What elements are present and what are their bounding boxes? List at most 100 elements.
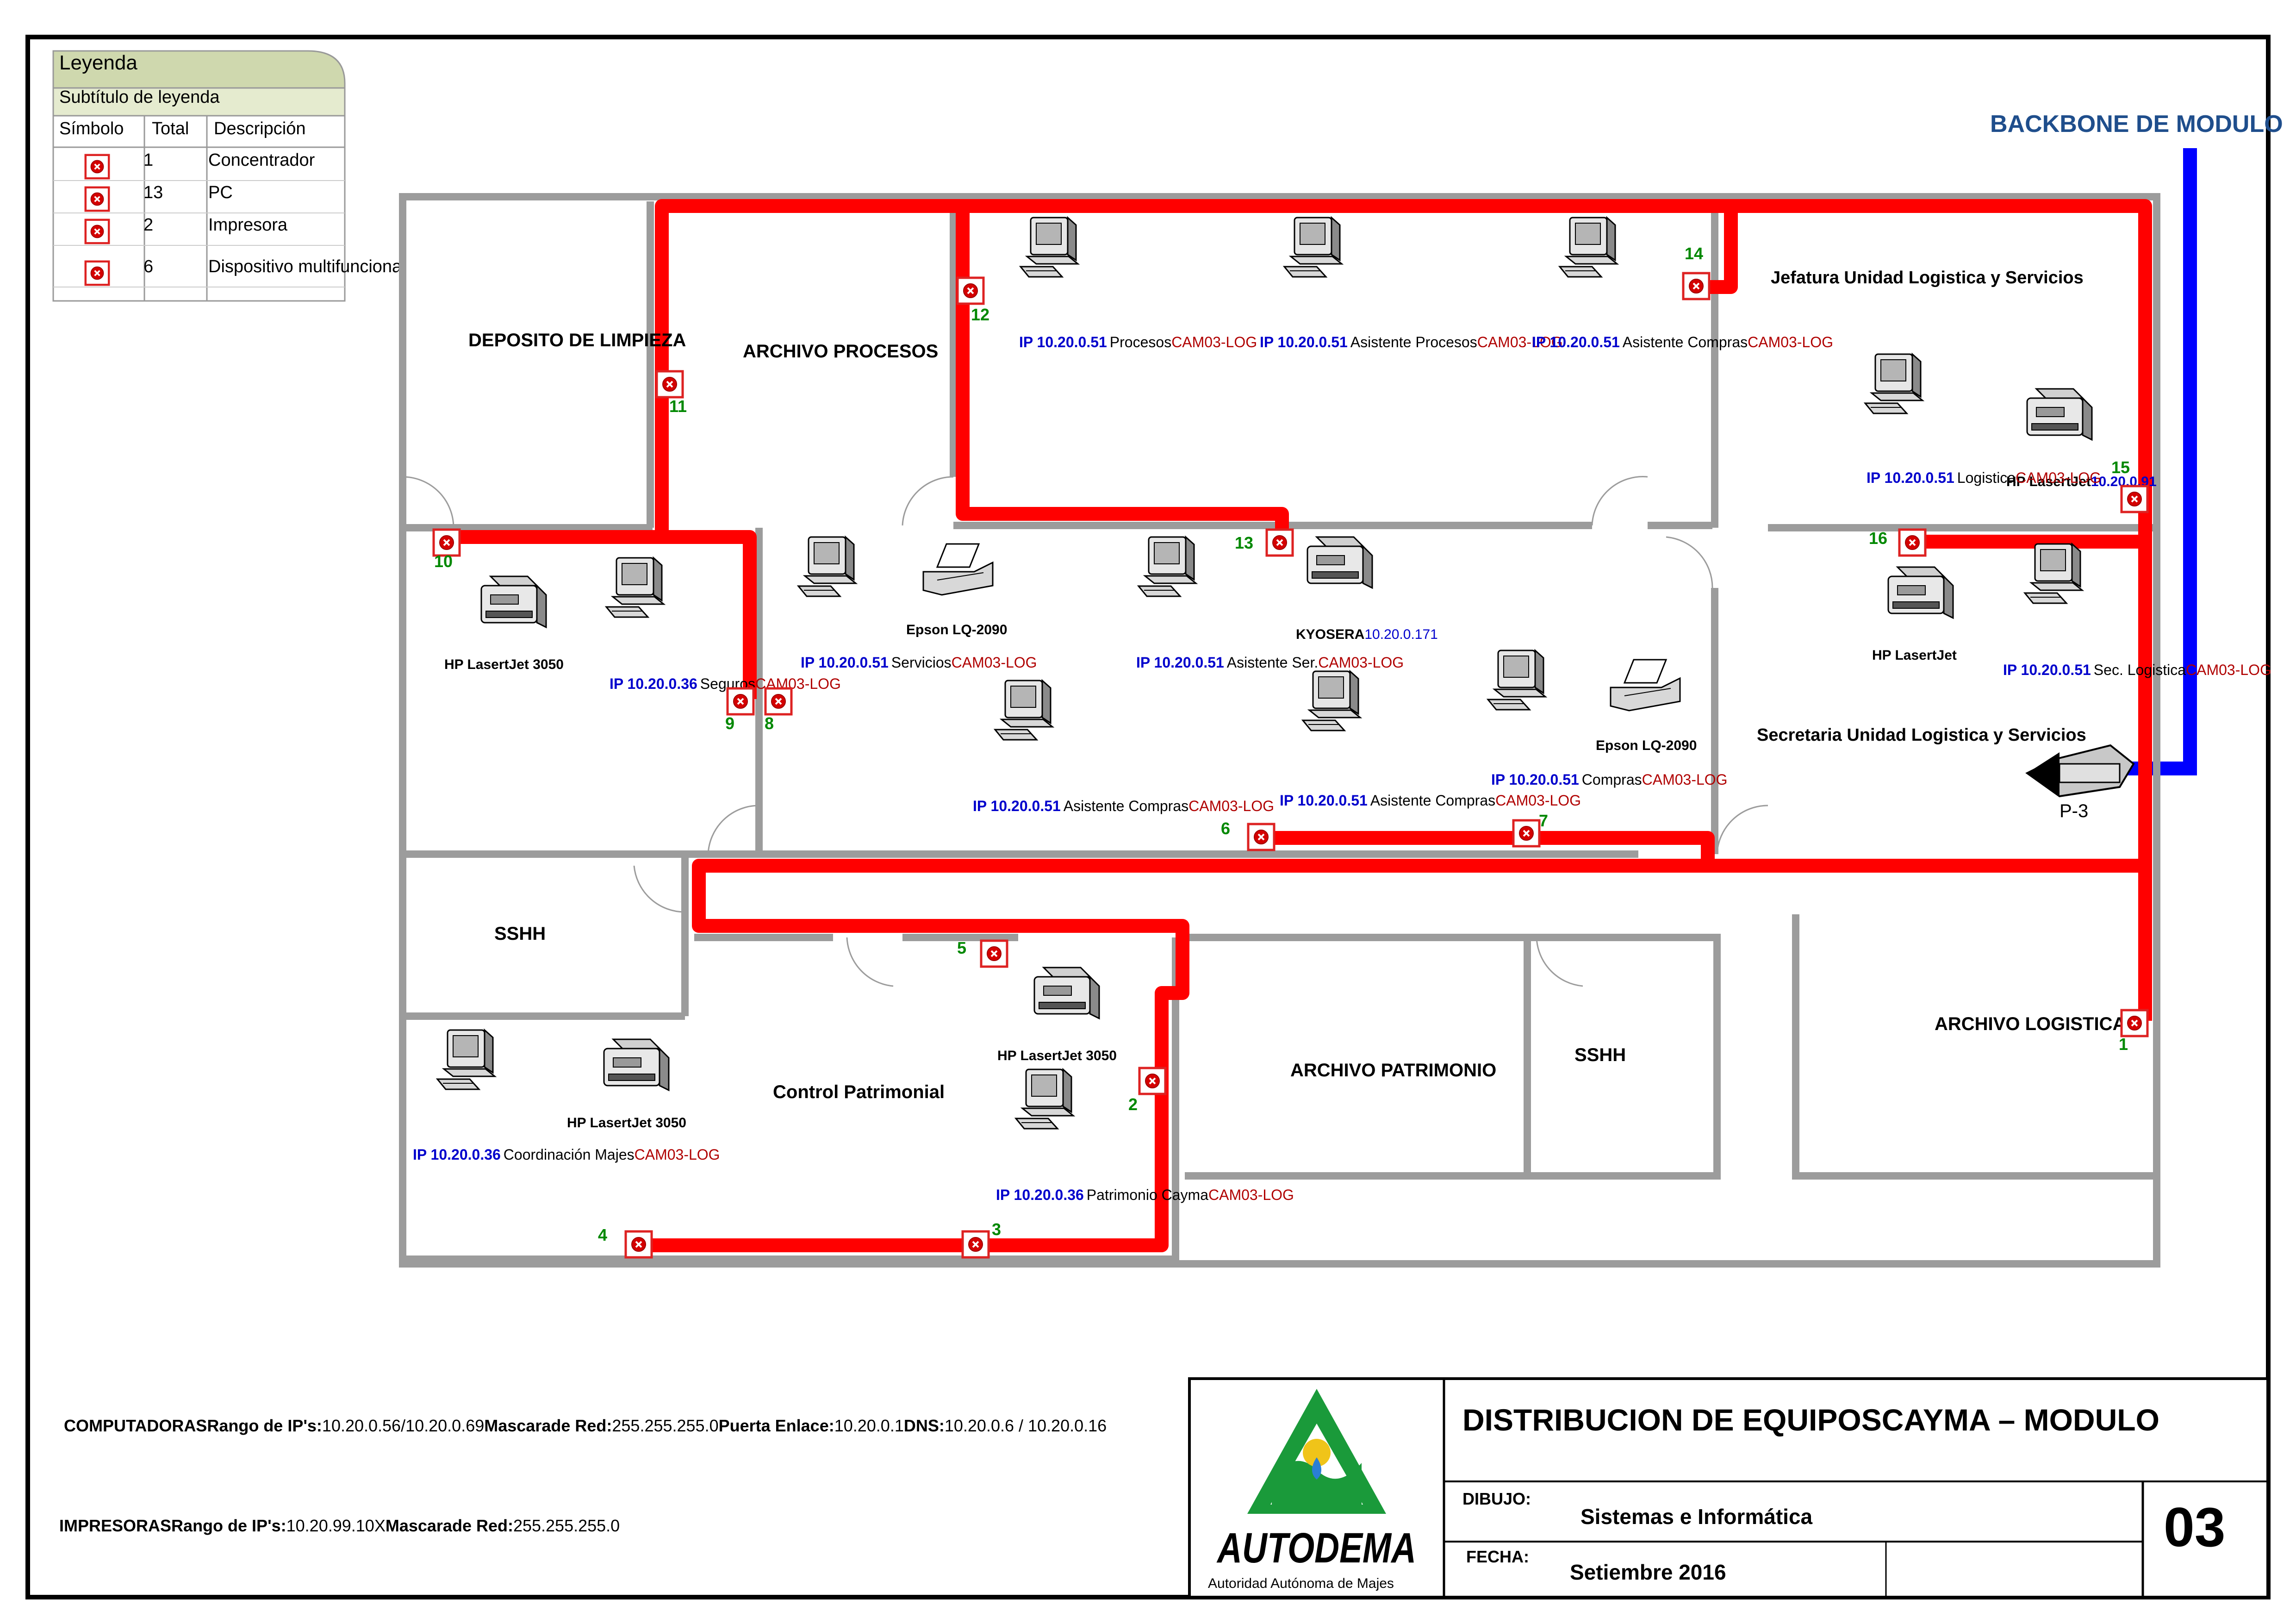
pc-label-coordinacion-majes: IP 10.20.0.36 Coordinación MajesCAM03-LOG [413, 1146, 720, 1163]
room-sshh-2: SSHH [1574, 1045, 1626, 1065]
room-archivo-patrimonio: ARCHIVO PATRIMONIO [1290, 1060, 1496, 1081]
pc-asistente-compras-1 [1559, 217, 1618, 278]
legend-pc-icon [86, 187, 109, 211]
legend-header [52, 50, 346, 89]
network-point-15 [2122, 486, 2147, 512]
room-jefatura: Jefatura Unidad Logistica y Servicios [1771, 268, 2084, 287]
pc-procesos [1020, 217, 1079, 278]
printer-hp-control-1 [1033, 967, 1100, 1019]
legend-total-1: 1 [143, 150, 153, 170]
printer-hp-deposito [480, 575, 547, 628]
printer-hp-control-2 [603, 1038, 670, 1091]
pc-label-asistente-compras-1: IP 10.20.0.51 Asistente ComprasCAM03-LOG [1532, 334, 1833, 350]
printer-label-hp-deposito: HP LasertJet 3050 [444, 657, 564, 672]
pc-label-asistente-ser: IP 10.20.0.51 Asistente Ser.CAM03-LOG [1136, 654, 1404, 671]
door-arcs [402, 476, 1768, 987]
point-num-6: 6 [1221, 819, 1230, 838]
legend-header-desc: Descripción [214, 119, 306, 138]
point-num-3: 3 [992, 1220, 1001, 1239]
printer-kyosera [1307, 536, 1373, 589]
backbone-label: BACKBONE DE MODULO [1990, 111, 2283, 137]
point-num-13: 13 [1235, 533, 1253, 552]
pc-label-sec-logistica: IP 10.20.0.51 Sec. LogisticaCAM03-LOG [2003, 662, 2271, 678]
pc-asistente-procesos [1283, 217, 1343, 278]
pc-label-servicios: IP 10.20.0.51 ServiciosCAM03-LOG [801, 654, 1037, 671]
legend-total-4: 6 [143, 257, 153, 276]
network-point-14 [1683, 273, 1709, 299]
legend-total-3: 2 [143, 215, 153, 235]
legend-desc-2: PC [208, 183, 233, 202]
network-point-13 [1267, 530, 1293, 556]
legend-multifunction-icon [86, 262, 109, 285]
logo-wordmark: AUTODEMA [1216, 1524, 1416, 1572]
room-archivo-logistica: ARCHIVO LOGISTICA [1935, 1014, 2126, 1034]
pc-logistica [1864, 353, 1923, 414]
legend-desc-4: Dispositivo multifuncional [208, 257, 406, 276]
point-num-5: 5 [957, 938, 966, 957]
pc-asistente-ser [1138, 536, 1197, 597]
fecha-label: FECHA: [1466, 1547, 1529, 1566]
room-sshh-1: SSHH [494, 924, 546, 944]
printer-epson-2 [1610, 659, 1681, 712]
point-num-12: 12 [971, 305, 989, 324]
point-num-9: 9 [725, 714, 734, 733]
network-point-5 [981, 941, 1007, 967]
pc-label-procesos: IP 10.20.0.51 ProcesosCAM03-LOG [1019, 334, 1257, 350]
point-num-11: 11 [669, 397, 687, 416]
legend: Leyenda Subtítulo de leyenda Símbolo Tot… [52, 50, 406, 302]
network-point-16 [1899, 530, 1925, 556]
legend-printer-icon [86, 220, 109, 243]
network-point-7 [1513, 820, 1539, 846]
legend-total-2: 13 [143, 183, 163, 202]
legend-header-total: Total [152, 119, 189, 138]
printer-hp-jefatura [2026, 388, 2093, 441]
room-archivo-procesos: ARCHIVO PROCESOS [743, 341, 938, 362]
drawing-title: DISTRIBUCION DE EQUIPOSCAYMA – MODULO [1462, 1403, 2159, 1437]
title-block: DISTRIBUCION DE EQUIPOSCAYMA – MODULO DI… [1188, 1377, 2269, 1599]
point-num-4: 4 [598, 1225, 607, 1244]
pc-asistente-compras-2 [994, 680, 1053, 741]
legend-desc-1: Concentrador [208, 150, 315, 170]
pc-label-seguros: IP 10.20.0.36 SegurosCAM03-LOG [610, 675, 841, 692]
room-deposito: DEPOSITO DE LIMPIEZA [468, 330, 686, 350]
pc-coordinacion-majes [436, 1029, 496, 1090]
network-point-2 [1139, 1068, 1165, 1094]
network-point-8 [765, 688, 791, 714]
room-secretaria: Secretaria Unidad Logistica y Servicios [1757, 725, 2086, 745]
point-num-15: 15 [2111, 458, 2130, 477]
point-num-7: 7 [1539, 811, 1548, 830]
pc-compras [1487, 650, 1546, 711]
printer-label-kyosera: KYOSERA10.20.0.171 [1296, 627, 1438, 642]
printer-label-hp-control-2: HP LasertJet 3050 [567, 1115, 686, 1131]
network-point-9 [728, 688, 753, 714]
network-point-11 [657, 371, 683, 397]
note-impresoras: IMPRESORASRango de IP's:10.20.99.10XMasc… [59, 1516, 620, 1535]
point-num-8: 8 [765, 714, 774, 733]
network-point-1 [2122, 1010, 2147, 1036]
legend-subtitle: Subtítulo de leyenda [59, 87, 220, 107]
printer-label-hp-secretaria: HP LasertJet [1872, 648, 1957, 663]
network-point-6 [1248, 824, 1274, 850]
point-num-16: 16 [1869, 529, 1887, 548]
logo-subtitle: Autoridad Autónoma de Majes [1208, 1576, 1394, 1591]
switch-label: P-3 [2060, 801, 2088, 821]
point-num-10: 10 [434, 552, 453, 571]
point-num-2: 2 [1128, 1095, 1138, 1114]
pc-label-compras: IP 10.20.0.51 ComprasCAM03-LOG [1491, 771, 1728, 788]
fecha-value: Setiembre 2016 [1570, 1560, 1726, 1584]
point-num-1: 1 [2119, 1035, 2128, 1054]
network-point-4 [626, 1231, 652, 1257]
legend-hub-icon [86, 155, 109, 178]
pc-sec-logistica [2024, 543, 2083, 604]
pc-asistente-compras-3 [1302, 670, 1361, 731]
legend-header-symbol: Símbolo [59, 119, 124, 138]
network-point-12 [958, 278, 983, 304]
pc-label-asistente-procesos: IP 10.20.0.51 Asistente ProcesosCAM03-LOG [1260, 334, 1563, 350]
legend-desc-3: Impresora [208, 215, 288, 235]
sheet-number: 03 [2164, 1496, 2225, 1558]
room-control-patrimonial: Control Patrimonial [773, 1082, 945, 1102]
dibujo-value: Sistemas e Informática [1580, 1505, 1813, 1529]
point-num-14: 14 [1685, 244, 1703, 263]
autodema-logo: AUTODEMA Autoridad Autónoma de Majes [1208, 1389, 1416, 1591]
